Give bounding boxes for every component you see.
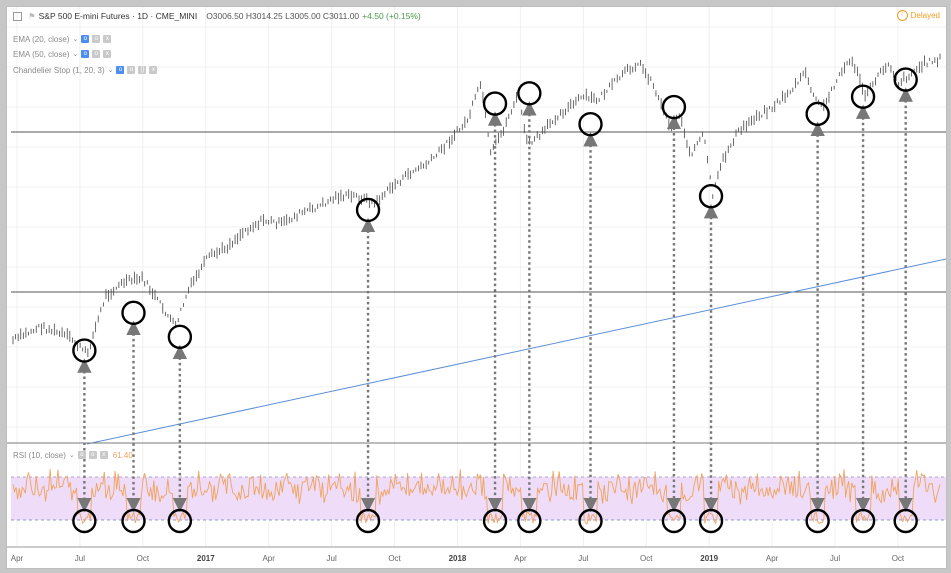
clock-icon: ! (896, 10, 908, 21)
price-low-circle (698, 183, 724, 209)
x-tick-label: Oct (640, 554, 653, 563)
rsi-low-circle (167, 508, 193, 534)
visibility-icon[interactable]: o (116, 66, 125, 74)
close-icon[interactable]: x (103, 35, 112, 43)
rsi-band (11, 477, 946, 520)
x-tick-label: Jul (326, 554, 337, 563)
visibility-icon[interactable]: o (77, 451, 86, 459)
change-value: +4.50 (+0.15%) (362, 11, 421, 21)
rsi-low-circle (850, 508, 876, 534)
visibility-icon[interactable]: o (81, 50, 90, 58)
chart-frame: ⚑ S&P 500 E-mini Futures · 1D · CME_MINI… (6, 6, 947, 569)
annotations (72, 67, 918, 534)
price-low-circle (167, 324, 193, 350)
x-tick-label: Jul (829, 554, 841, 563)
price-low-circle (355, 197, 381, 223)
x-tick-label: 2017 (196, 554, 215, 563)
settings-icon[interactable]: o (92, 50, 101, 58)
rsi-low-circle (893, 508, 918, 534)
price-low-circle (893, 67, 918, 92)
x-tick-label: Oct (388, 554, 401, 563)
chevron-down-icon[interactable]: ⌄ (107, 67, 114, 74)
x-tick-label: 2019 (700, 554, 719, 563)
gridlines (7, 7, 946, 547)
rsi-value: 61.40 (112, 450, 133, 460)
chart-canvas[interactable] (7, 7, 946, 568)
rsi-label: RSI (10, close) (13, 450, 66, 460)
ohlc-values: O3006.50 H3014.25 L3005.00 C3011.00 (206, 11, 360, 21)
price-low-circle (517, 81, 542, 106)
x-tick-label: 2018 (448, 554, 467, 563)
rsi-low-circle (121, 508, 146, 534)
delayed-badge[interactable]: ! Delayed (896, 10, 940, 21)
chevron-down-icon[interactable]: ⌄ (72, 36, 79, 43)
delayed-label: Delayed (910, 11, 940, 20)
price-series (12, 53, 941, 358)
price-low-circle (578, 111, 603, 137)
rsi-low-circle (72, 508, 97, 534)
price-low-circle (661, 94, 687, 120)
close-icon[interactable]: x (99, 451, 108, 459)
collapse-icon[interactable] (13, 11, 22, 21)
chevron-down-icon[interactable]: ⌄ (68, 452, 75, 459)
flag-icon: ⚑ (28, 10, 36, 21)
x-tick-label: Oct (891, 554, 905, 563)
indicator-ema50[interactable]: EMA (50, close) ⌄ o o x (13, 47, 112, 61)
indicator-chandelier[interactable]: Chandelier Stop (1, 20, 3) ⌄ o o {} x (13, 63, 158, 77)
rsi-low-circle (578, 508, 603, 534)
x-tick-label: Oct (136, 554, 150, 563)
indicator-label: EMA (20, close) (13, 34, 70, 44)
indicator-label: EMA (50, close) (13, 49, 70, 59)
trendline (86, 258, 946, 445)
rsi-low-circle (482, 508, 508, 534)
visibility-icon[interactable]: o (81, 35, 90, 43)
rsi-low-circle (517, 508, 542, 534)
rsi-low-circle (355, 508, 381, 534)
x-tick-label: Apr (10, 554, 24, 563)
price-low-circle (805, 101, 830, 127)
settings-icon[interactable]: o (88, 451, 97, 459)
x-tick-label: Apr (514, 554, 527, 563)
rsi-low-circle (698, 508, 724, 534)
main-legend: ⚑ S&P 500 E-mini Futures · 1D · CME_MINI… (13, 9, 421, 23)
settings-icon[interactable]: o (92, 35, 101, 43)
x-tick-label: Jul (74, 554, 86, 563)
chevron-down-icon[interactable]: ⌄ (72, 51, 79, 58)
settings-icon[interactable]: o (127, 66, 136, 74)
rsi-legend[interactable]: RSI (10, close) ⌄ o o x 61.40 (13, 448, 133, 462)
rsi-low-circle (805, 508, 830, 534)
rsi-series (12, 469, 941, 525)
x-tick-label: Apr (765, 554, 779, 563)
price-low-circle (850, 84, 876, 109)
x-tick-label: Jul (578, 554, 589, 563)
price-low-circle (121, 300, 146, 326)
symbol-label[interactable]: S&P 500 E-mini Futures · 1D · CME_MINI (38, 11, 198, 21)
close-icon[interactable]: x (149, 66, 158, 74)
price-low-circle (72, 338, 97, 363)
indicator-label: Chandelier Stop (1, 20, 3) (13, 65, 105, 75)
x-tick-label: Apr (262, 554, 275, 563)
source-icon[interactable]: {} (138, 66, 147, 74)
price-low-circle (482, 91, 508, 116)
rsi-low-circle (661, 508, 687, 534)
rsi-line (12, 469, 941, 525)
indicator-ema20[interactable]: EMA (20, close) ⌄ o o x (13, 32, 112, 46)
close-icon[interactable]: x (103, 50, 112, 58)
